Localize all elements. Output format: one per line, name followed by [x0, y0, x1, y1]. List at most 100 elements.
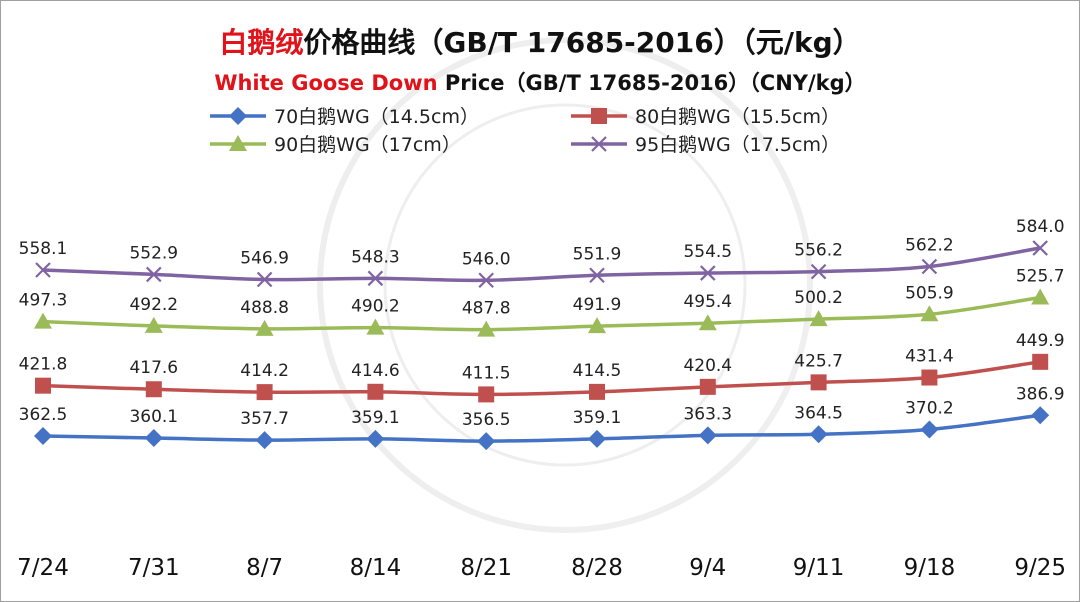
legend-marker-1	[591, 108, 607, 124]
data-label-s0-0: 362.5	[19, 405, 68, 425]
chart-title-cn: 白鹅绒价格曲线（GB/T 17685-2016）（元/kg）	[219, 26, 860, 59]
series-lines	[42, 246, 1041, 443]
series-line-1	[42, 360, 1041, 397]
data-point-s1-8	[921, 369, 938, 386]
data-point-s1-5	[589, 383, 605, 400]
data-label-s0-5: 359.1	[573, 408, 622, 428]
x-tick-0: 7/24	[17, 555, 69, 581]
data-point-s3-0	[35, 262, 51, 278]
data-point-s3-3	[367, 270, 384, 287]
data-point-s2-5	[588, 317, 606, 334]
data-point-s3-8	[921, 258, 938, 275]
x-tick-4: 8/21	[460, 555, 512, 581]
data-label-s1-7: 425.7	[794, 351, 843, 371]
data-label-s0-8: 370.2	[905, 398, 954, 418]
data-label-s1-2: 414.2	[240, 361, 289, 381]
data-label-s3-3: 548.3	[351, 247, 400, 267]
data-label-s0-3: 359.1	[351, 408, 400, 428]
x-tick-9: 9/25	[1014, 555, 1066, 581]
legend-label-0: 70白鹅WG（14.5cm）	[274, 106, 479, 128]
x-tick-8: 9/18	[904, 555, 956, 581]
data-label-s1-1: 417.6	[129, 358, 178, 378]
legend-marker-3	[591, 136, 607, 152]
data-point-s0-2	[255, 431, 274, 450]
data-label-s0-9: 386.9	[1016, 384, 1065, 404]
watermark-logo	[317, 37, 813, 533]
legend-label-2: 90白鹅WG（17cm）	[274, 134, 461, 156]
x-tick-1: 7/31	[128, 555, 180, 581]
data-point-s2-1	[144, 316, 163, 333]
x-tick-2: 8/7	[246, 555, 283, 581]
data-point-s2-3	[366, 318, 385, 335]
data-label-s1-3: 414.6	[351, 361, 400, 381]
data-label-s2-3: 490.2	[351, 297, 400, 317]
data-point-s0-8	[920, 420, 939, 439]
data-point-s3-4	[478, 272, 494, 289]
data-label-s2-1: 492.2	[129, 295, 178, 315]
series-markers	[34, 240, 1050, 451]
data-label-s2-2: 488.8	[240, 298, 289, 318]
chart-legend: 70白鹅WG（14.5cm） 80白鹅WG（15.5cm） 90白鹅WG（17cm）…	[210, 106, 840, 156]
data-label-s2-4: 487.8	[462, 299, 511, 319]
data-point-s3-6	[700, 265, 716, 281]
data-point-s1-1	[145, 381, 162, 398]
x-tick-6: 9/4	[689, 555, 726, 581]
series-line-0	[42, 413, 1041, 443]
data-point-s2-7	[809, 310, 828, 327]
data-point-s2-9	[1031, 288, 1050, 305]
data-label-s1-9: 449.9	[1016, 331, 1065, 351]
data-point-s3-5	[589, 267, 605, 284]
data-point-s1-7	[810, 374, 827, 391]
legend-label-1: 80白鹅WG（15.5cm）	[635, 106, 840, 128]
x-tick-7: 9/11	[793, 555, 845, 581]
data-point-s0-7	[809, 425, 828, 444]
data-point-s2-8	[920, 305, 939, 322]
data-label-s2-6: 495.4	[683, 292, 732, 312]
data-point-s0-4	[477, 432, 496, 451]
data-point-s3-7	[810, 263, 827, 280]
data-label-s0-2: 357.7	[240, 409, 289, 429]
data-label-s1-8: 431.4	[905, 347, 954, 367]
data-point-s3-1	[146, 266, 162, 283]
data-label-s2-8: 505.9	[905, 283, 954, 303]
data-point-s0-6	[698, 426, 717, 445]
x-tick-3: 8/14	[350, 555, 402, 581]
data-label-s3-6: 554.5	[683, 242, 732, 262]
data-label-s3-5: 551.9	[573, 244, 622, 264]
data-point-s2-4	[477, 320, 496, 337]
data-label-s3-2: 546.9	[240, 249, 289, 269]
data-label-s0-4: 356.5	[462, 410, 511, 430]
data-point-s0-1	[144, 429, 163, 448]
data-point-s0-9	[1031, 406, 1050, 425]
data-point-s2-6	[698, 314, 717, 331]
data-point-s1-2	[256, 384, 273, 401]
data-label-s0-7: 364.5	[794, 403, 843, 423]
data-label-s3-4: 546.0	[462, 249, 511, 269]
data-point-s3-9	[1032, 240, 1048, 256]
data-label-s2-5: 491.9	[573, 295, 622, 315]
legend-marker-0	[229, 107, 247, 125]
data-point-s3-2	[256, 271, 273, 288]
data-point-s0-3	[366, 429, 385, 448]
data-label-s3-1: 552.9	[129, 243, 178, 263]
data-point-s1-3	[367, 383, 384, 400]
data-label-s2-9: 525.7	[1016, 266, 1065, 286]
x-tick-5: 8/28	[571, 555, 623, 581]
data-point-s0-5	[588, 429, 606, 448]
data-label-s3-9: 584.0	[1016, 217, 1065, 237]
data-point-s0-0	[34, 427, 52, 445]
data-label-s1-4: 411.5	[462, 363, 511, 383]
data-label-s3-8: 562.2	[905, 236, 954, 256]
series-line-2	[42, 295, 1041, 332]
chart-title-en: White Goose Down Price（GB/T 17685-2016）（…	[214, 71, 865, 95]
data-labels: 362.5 360.1 357.7 359.1 356.5 359.1 363.3 364.5…	[19, 217, 1065, 430]
data-label-s1-6: 420.4	[683, 356, 732, 376]
data-label-s2-7: 500.2	[794, 288, 843, 308]
legend-marker-2	[229, 135, 247, 151]
x-axis-ticks: 7/24 7/31 8/7 8/14 8/21 8/28 9/4 9/11 9/18 9/25	[17, 555, 1066, 581]
data-label-s3-7: 556.2	[794, 241, 843, 261]
data-label-s1-0: 421.8	[19, 355, 68, 375]
data-point-s1-6	[699, 378, 716, 395]
data-point-s2-0	[34, 312, 52, 329]
